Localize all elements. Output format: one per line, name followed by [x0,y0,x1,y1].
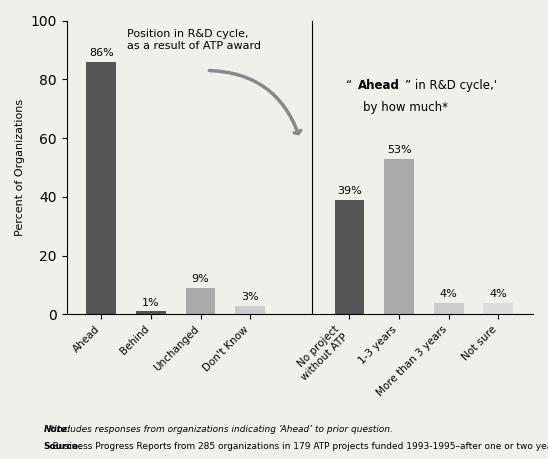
Text: Position in R&D cycle,
as a result of ATP award: Position in R&D cycle, as a result of AT… [127,29,261,51]
Text: 86%: 86% [89,48,114,58]
Bar [335,200,364,314]
Text: 53%: 53% [387,145,412,155]
Bar [87,62,116,314]
Text: Source:: Source: [44,442,83,451]
Bar [483,302,513,314]
Text: 39%: 39% [337,186,362,196]
Text: 4%: 4% [489,289,507,299]
Text: “: “ [346,79,352,92]
Text: 1%: 1% [142,298,160,308]
Text: ” in R&D cycle,': ” in R&D cycle,' [405,79,496,92]
Bar [136,312,166,314]
Bar [235,306,265,314]
Text: Note:: Note: [44,425,71,434]
Text: 3%: 3% [242,292,259,302]
Text: Ahead: Ahead [358,79,400,92]
Text: *Includes responses from organizations indicating ‘Ahead’ to prior question.: *Includes responses from organizations i… [44,425,393,434]
Bar [186,288,215,314]
Text: Business Progress Reports from 285 organizations in 179 ATP projects funded 1993: Business Progress Reports from 285 organ… [44,442,548,451]
Bar [434,302,464,314]
Text: 9%: 9% [192,274,209,285]
Bar [384,159,414,314]
Text: 4%: 4% [440,289,458,299]
Text: by how much*: by how much* [363,101,448,114]
Y-axis label: Percent of Organizations: Percent of Organizations [15,99,25,236]
